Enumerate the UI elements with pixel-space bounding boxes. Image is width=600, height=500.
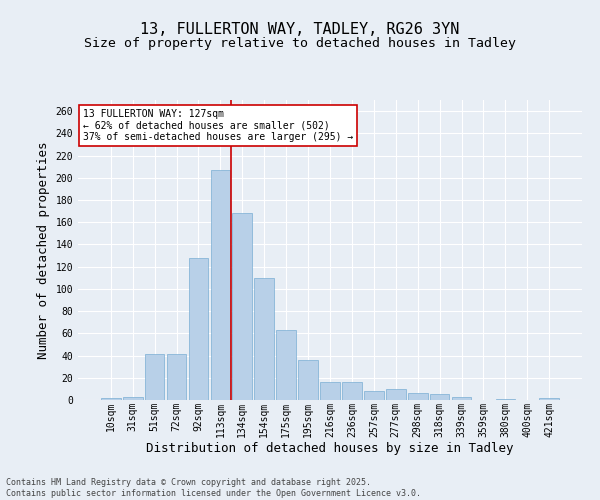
Bar bbox=[452, 396, 472, 400]
Bar bbox=[539, 398, 559, 400]
Y-axis label: Number of detached properties: Number of detached properties bbox=[37, 141, 50, 359]
Bar bbox=[167, 354, 187, 400]
Text: Size of property relative to detached houses in Tadley: Size of property relative to detached ho… bbox=[84, 38, 516, 51]
Bar bbox=[101, 398, 121, 400]
Bar bbox=[408, 394, 428, 400]
X-axis label: Distribution of detached houses by size in Tadley: Distribution of detached houses by size … bbox=[146, 442, 514, 455]
Bar bbox=[254, 278, 274, 400]
Bar bbox=[145, 354, 164, 400]
Bar bbox=[386, 389, 406, 400]
Text: Contains HM Land Registry data © Crown copyright and database right 2025.
Contai: Contains HM Land Registry data © Crown c… bbox=[6, 478, 421, 498]
Bar bbox=[320, 382, 340, 400]
Bar bbox=[298, 360, 318, 400]
Bar bbox=[342, 382, 362, 400]
Bar bbox=[496, 399, 515, 400]
Text: 13 FULLERTON WAY: 127sqm
← 62% of detached houses are smaller (502)
37% of semi-: 13 FULLERTON WAY: 127sqm ← 62% of detach… bbox=[83, 109, 353, 142]
Bar bbox=[232, 214, 252, 400]
Bar bbox=[430, 394, 449, 400]
Bar bbox=[211, 170, 230, 400]
Text: 13, FULLERTON WAY, TADLEY, RG26 3YN: 13, FULLERTON WAY, TADLEY, RG26 3YN bbox=[140, 22, 460, 38]
Bar bbox=[276, 330, 296, 400]
Bar bbox=[364, 391, 384, 400]
Bar bbox=[123, 396, 143, 400]
Bar bbox=[188, 258, 208, 400]
